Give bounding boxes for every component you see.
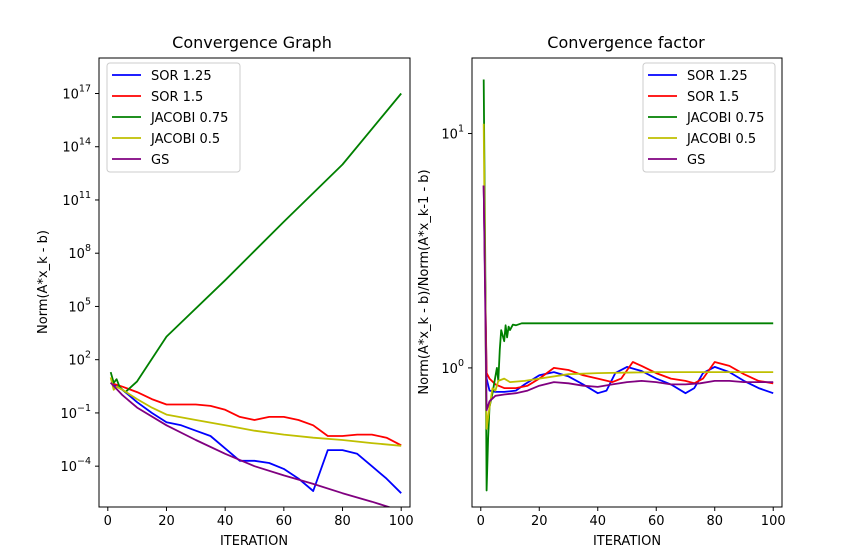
- y-tick-label: 100: [441, 358, 464, 377]
- y-tick-label: 10−4: [60, 456, 91, 475]
- y-tick-label: 10−1: [60, 403, 91, 422]
- legend-box: [642, 62, 776, 173]
- x-tick-label: 40: [217, 514, 234, 529]
- x-tick-label: 20: [531, 514, 548, 529]
- convergence-graph-chart: Convergence Graph 0 20 40 60 80 100 10−4 10−1 10…: [36, 33, 414, 549]
- legend-entry: SOR 1.5: [151, 90, 203, 105]
- axes-frame: [98, 57, 411, 508]
- x-tick-label: 100: [389, 514, 414, 529]
- legend-entry: GS: [151, 153, 169, 168]
- y-axis-label: Norm(A*x_k - b): [36, 230, 51, 334]
- chart-title: Convergence factor: [547, 33, 705, 52]
- x-tick-label: 20: [158, 514, 175, 529]
- series-line-sor-1-5: [110, 381, 402, 447]
- series-line-gs: [110, 382, 392, 507]
- x-tick-label: 100: [761, 514, 786, 529]
- y-tick-label: 108: [68, 243, 91, 262]
- x-tick-label: 80: [706, 514, 723, 529]
- series-line-sor-1-25: [110, 382, 402, 494]
- x-tick-label: 60: [276, 514, 293, 529]
- convergence-factor-chart: Convergence factor 0 20 40 60 80 100 100 101 IT…: [417, 33, 786, 549]
- x-tick-label: 0: [477, 514, 485, 529]
- legend: SOR 1.25 SOR 1.5 JACOBI 0.75 JACOBI 0.5 GS: [106, 62, 241, 173]
- x-axis-label: ITERATION: [593, 534, 661, 549]
- legend-entry: JACOBI 0.5: [686, 132, 756, 147]
- y-axis-label: Norm(A*x_k - b)/Norm(A*x_k-1 - b): [417, 169, 432, 394]
- series-line-gs: [482, 185, 774, 412]
- y-tick-label: 1014: [62, 137, 91, 156]
- series-line-jacobi-0-5: [109, 377, 402, 447]
- y-tick-label: 105: [68, 296, 91, 315]
- axis-ticks: 0 20 40 60 80 100 10−4 10−1 102 105 108 1011 1014 101…: [60, 83, 413, 529]
- x-tick-label: 80: [334, 514, 351, 529]
- series-line-sor-1-5: [482, 185, 774, 390]
- x-axis-label: ITERATION: [220, 534, 288, 549]
- x-tick-label: 0: [104, 514, 112, 529]
- series-line-jacobi-0-75: [109, 92, 402, 394]
- y-tick-label: 1011: [62, 190, 91, 209]
- y-tick-label: 1017: [62, 83, 91, 102]
- chart-title: Convergence Graph: [172, 33, 332, 52]
- y-tick-label: 102: [68, 350, 91, 369]
- legend: SOR 1.25 SOR 1.5 JACOBI 0.75 JACOBI 0.5 GS: [642, 62, 776, 173]
- legend-entry: GS: [687, 153, 705, 168]
- legend-entry: SOR 1.25: [687, 69, 748, 84]
- y-tick-label: 101: [441, 124, 464, 143]
- plot-area: [482, 79, 774, 492]
- plot-area: [109, 92, 402, 507]
- x-tick-label: 60: [648, 514, 665, 529]
- x-tick-label: 40: [589, 514, 606, 529]
- legend-box: [106, 62, 241, 173]
- axes-frame: [471, 57, 783, 508]
- legend-entry: JACOBI 0.75: [686, 111, 764, 126]
- axis-ticks: 0 20 40 60 80 100 100 101: [441, 124, 785, 529]
- legend-entry: JACOBI 0.5: [150, 132, 220, 147]
- legend-entry: SOR 1.25: [151, 69, 212, 84]
- legend-entry: JACOBI 0.75: [150, 111, 228, 126]
- legend-entry: SOR 1.5: [687, 90, 739, 105]
